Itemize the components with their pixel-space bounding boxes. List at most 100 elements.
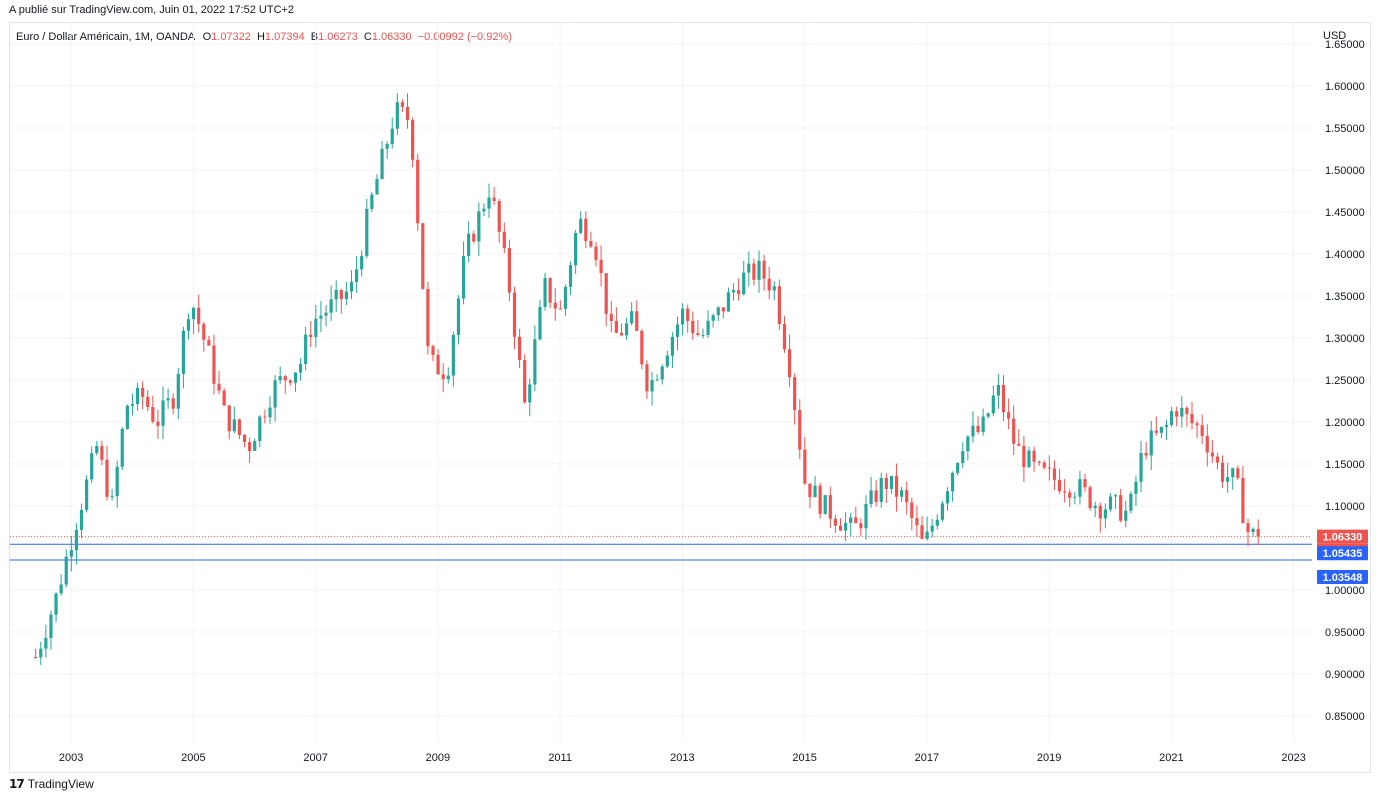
candle-body: [1012, 418, 1016, 444]
x-axis-labels: 2003 2005 2007 2009 2011 2013 2015 2017 2019 2021…: [59, 752, 1306, 764]
current-price-badge: 1.06330: [1323, 532, 1363, 544]
candle-body: [512, 292, 517, 337]
candle-body: [263, 416, 267, 418]
line1-price-badge-bg: [1317, 546, 1368, 561]
candle-body: [1164, 424, 1169, 427]
candle-body: [411, 120, 415, 160]
candle-body: [1220, 462, 1225, 482]
candle-body: [451, 334, 455, 376]
candle-body: [1093, 505, 1097, 509]
y-tick-label: 1.50000: [1325, 165, 1365, 177]
candle-body: [232, 419, 236, 432]
candle-body: [1154, 430, 1158, 433]
candle-body: [441, 374, 445, 380]
x-tick-label: 2013: [670, 752, 694, 764]
candle-body: [762, 260, 766, 279]
y-tick-label: 1.15000: [1325, 459, 1365, 471]
footer-brand[interactable]: 17 TradingView: [9, 777, 94, 791]
low-label: B: [310, 31, 319, 43]
candle-body: [752, 263, 756, 280]
candle-body: [446, 375, 450, 380]
published-info: A publié sur TradingView.com, Juin 01, 2…: [9, 4, 295, 16]
candle-body: [375, 178, 379, 195]
y-tick-label: 1.10000: [1325, 501, 1365, 513]
candle-body: [543, 278, 547, 307]
candle-body: [456, 298, 461, 335]
y-tick-label: 1.35000: [1325, 291, 1365, 303]
y-tick-label: 1.30000: [1325, 333, 1365, 345]
chart-frame: [9, 22, 1371, 773]
candle-body: [181, 330, 185, 374]
candle-body: [772, 286, 776, 291]
candle-body: [95, 445, 99, 454]
candle-body: [79, 509, 84, 530]
candle-body: [787, 349, 792, 378]
horizontal-lines: [10, 536, 1312, 561]
y-tick-label: 1.60000: [1325, 81, 1365, 93]
candle-body: [197, 307, 201, 324]
candle-body: [1007, 412, 1011, 419]
candle-body: [757, 260, 761, 280]
candle-body: [74, 529, 79, 551]
candle-body: [212, 345, 216, 384]
high-label: H: [256, 31, 265, 43]
candle-body: [1144, 452, 1148, 456]
candle-body: [813, 485, 817, 498]
tradingview-logo-icon: 17: [9, 777, 25, 791]
candle-body: [141, 387, 145, 397]
candle-body: [614, 320, 618, 333]
candle-body: [54, 593, 58, 615]
candle-body: [680, 308, 685, 325]
candle-body: [288, 380, 292, 383]
candle-body: [90, 453, 94, 480]
candle-body: [39, 648, 43, 658]
candle-body: [1032, 450, 1036, 462]
y-tick-label: 0.90000: [1325, 669, 1365, 681]
candle-body: [548, 278, 552, 303]
candle-body: [44, 637, 48, 649]
candle-body: [380, 148, 384, 179]
x-tick-label: 2019: [1037, 752, 1061, 764]
candle-body: [945, 491, 950, 504]
candle-body: [808, 483, 812, 498]
candle-body: [125, 405, 129, 429]
candle-body: [1103, 509, 1107, 519]
candle-body: [492, 197, 496, 201]
candle-body: [202, 323, 206, 340]
candle-body: [146, 396, 150, 408]
candle-body: [910, 502, 914, 518]
candle-body: [726, 292, 731, 312]
y-tick-label: 0.95000: [1325, 627, 1365, 639]
candle-body: [1134, 481, 1138, 494]
candle-body: [207, 339, 211, 346]
y-tick-label: 1.25000: [1325, 375, 1365, 387]
candle-body: [1057, 479, 1062, 492]
candle-body: [579, 218, 583, 233]
candle-body: [721, 307, 725, 312]
candle-body: [227, 405, 231, 432]
candle-body: [660, 366, 664, 380]
candle-body: [416, 159, 420, 224]
candle-body: [874, 490, 878, 502]
candle-body: [737, 290, 741, 295]
candle-body: [630, 311, 634, 324]
x-tick-label: 2021: [1159, 752, 1183, 764]
brand-name: TradingView: [27, 777, 94, 791]
candle-body: [334, 289, 338, 300]
candle-body: [920, 525, 924, 539]
candle-body: [120, 428, 124, 467]
candle-body: [1063, 491, 1067, 493]
candle-body: [105, 459, 109, 497]
candle-body: [59, 584, 63, 594]
candle-body: [1001, 384, 1006, 413]
y-axis-labels: 0.850000.900000.950001.000001.050001.100…: [1325, 39, 1365, 723]
candle-body: [640, 330, 644, 365]
candle-body: [497, 200, 501, 232]
candle-body: [115, 466, 119, 497]
candle-body: [85, 479, 89, 510]
x-tick-label: 2017: [915, 752, 939, 764]
candle-body: [854, 517, 858, 524]
candle-body: [1088, 487, 1092, 509]
candle-body: [782, 324, 787, 350]
